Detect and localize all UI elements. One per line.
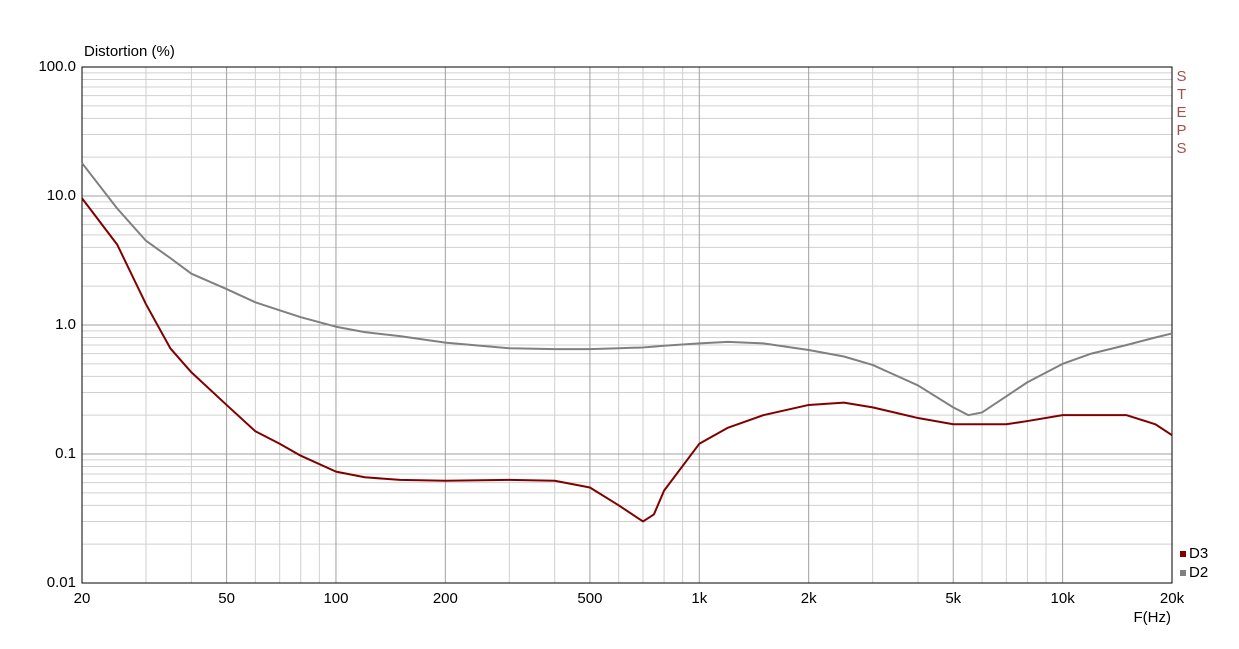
y-tick-label: 100.0 (38, 58, 76, 75)
line-series (81, 162, 1173, 417)
x-axis-label: F(Hz) (1134, 609, 1172, 626)
plot-frame (81, 66, 1173, 584)
y-tick-label: 10.0 (47, 187, 76, 204)
x-tick-label: 500 (577, 590, 602, 607)
watermark: STEPS (1173, 68, 1190, 158)
x-tick-label: 1k (691, 590, 707, 607)
y-tick-label: 1.0 (55, 316, 76, 333)
y-tick-label: 0.01 (47, 574, 76, 591)
line-series (81, 197, 1173, 523)
chart-title: Distortion (%) (84, 43, 175, 60)
x-tick-label: 200 (433, 590, 458, 607)
legend-label: D3 (1189, 545, 1208, 562)
y-tick-label: 0.1 (55, 445, 76, 462)
legend-label: D2 (1189, 564, 1208, 581)
x-tick-label: 20 (74, 590, 91, 607)
x-tick-label: 50 (218, 590, 235, 607)
legend-swatch (1180, 570, 1186, 576)
x-tick-label: 100 (323, 590, 348, 607)
x-tick-label: 20k (1160, 590, 1185, 607)
x-tick-label: 5k (945, 590, 961, 607)
x-tick-label: 2k (801, 590, 817, 607)
legend-swatch (1180, 551, 1186, 557)
x-tick-label: 10k (1051, 590, 1076, 607)
